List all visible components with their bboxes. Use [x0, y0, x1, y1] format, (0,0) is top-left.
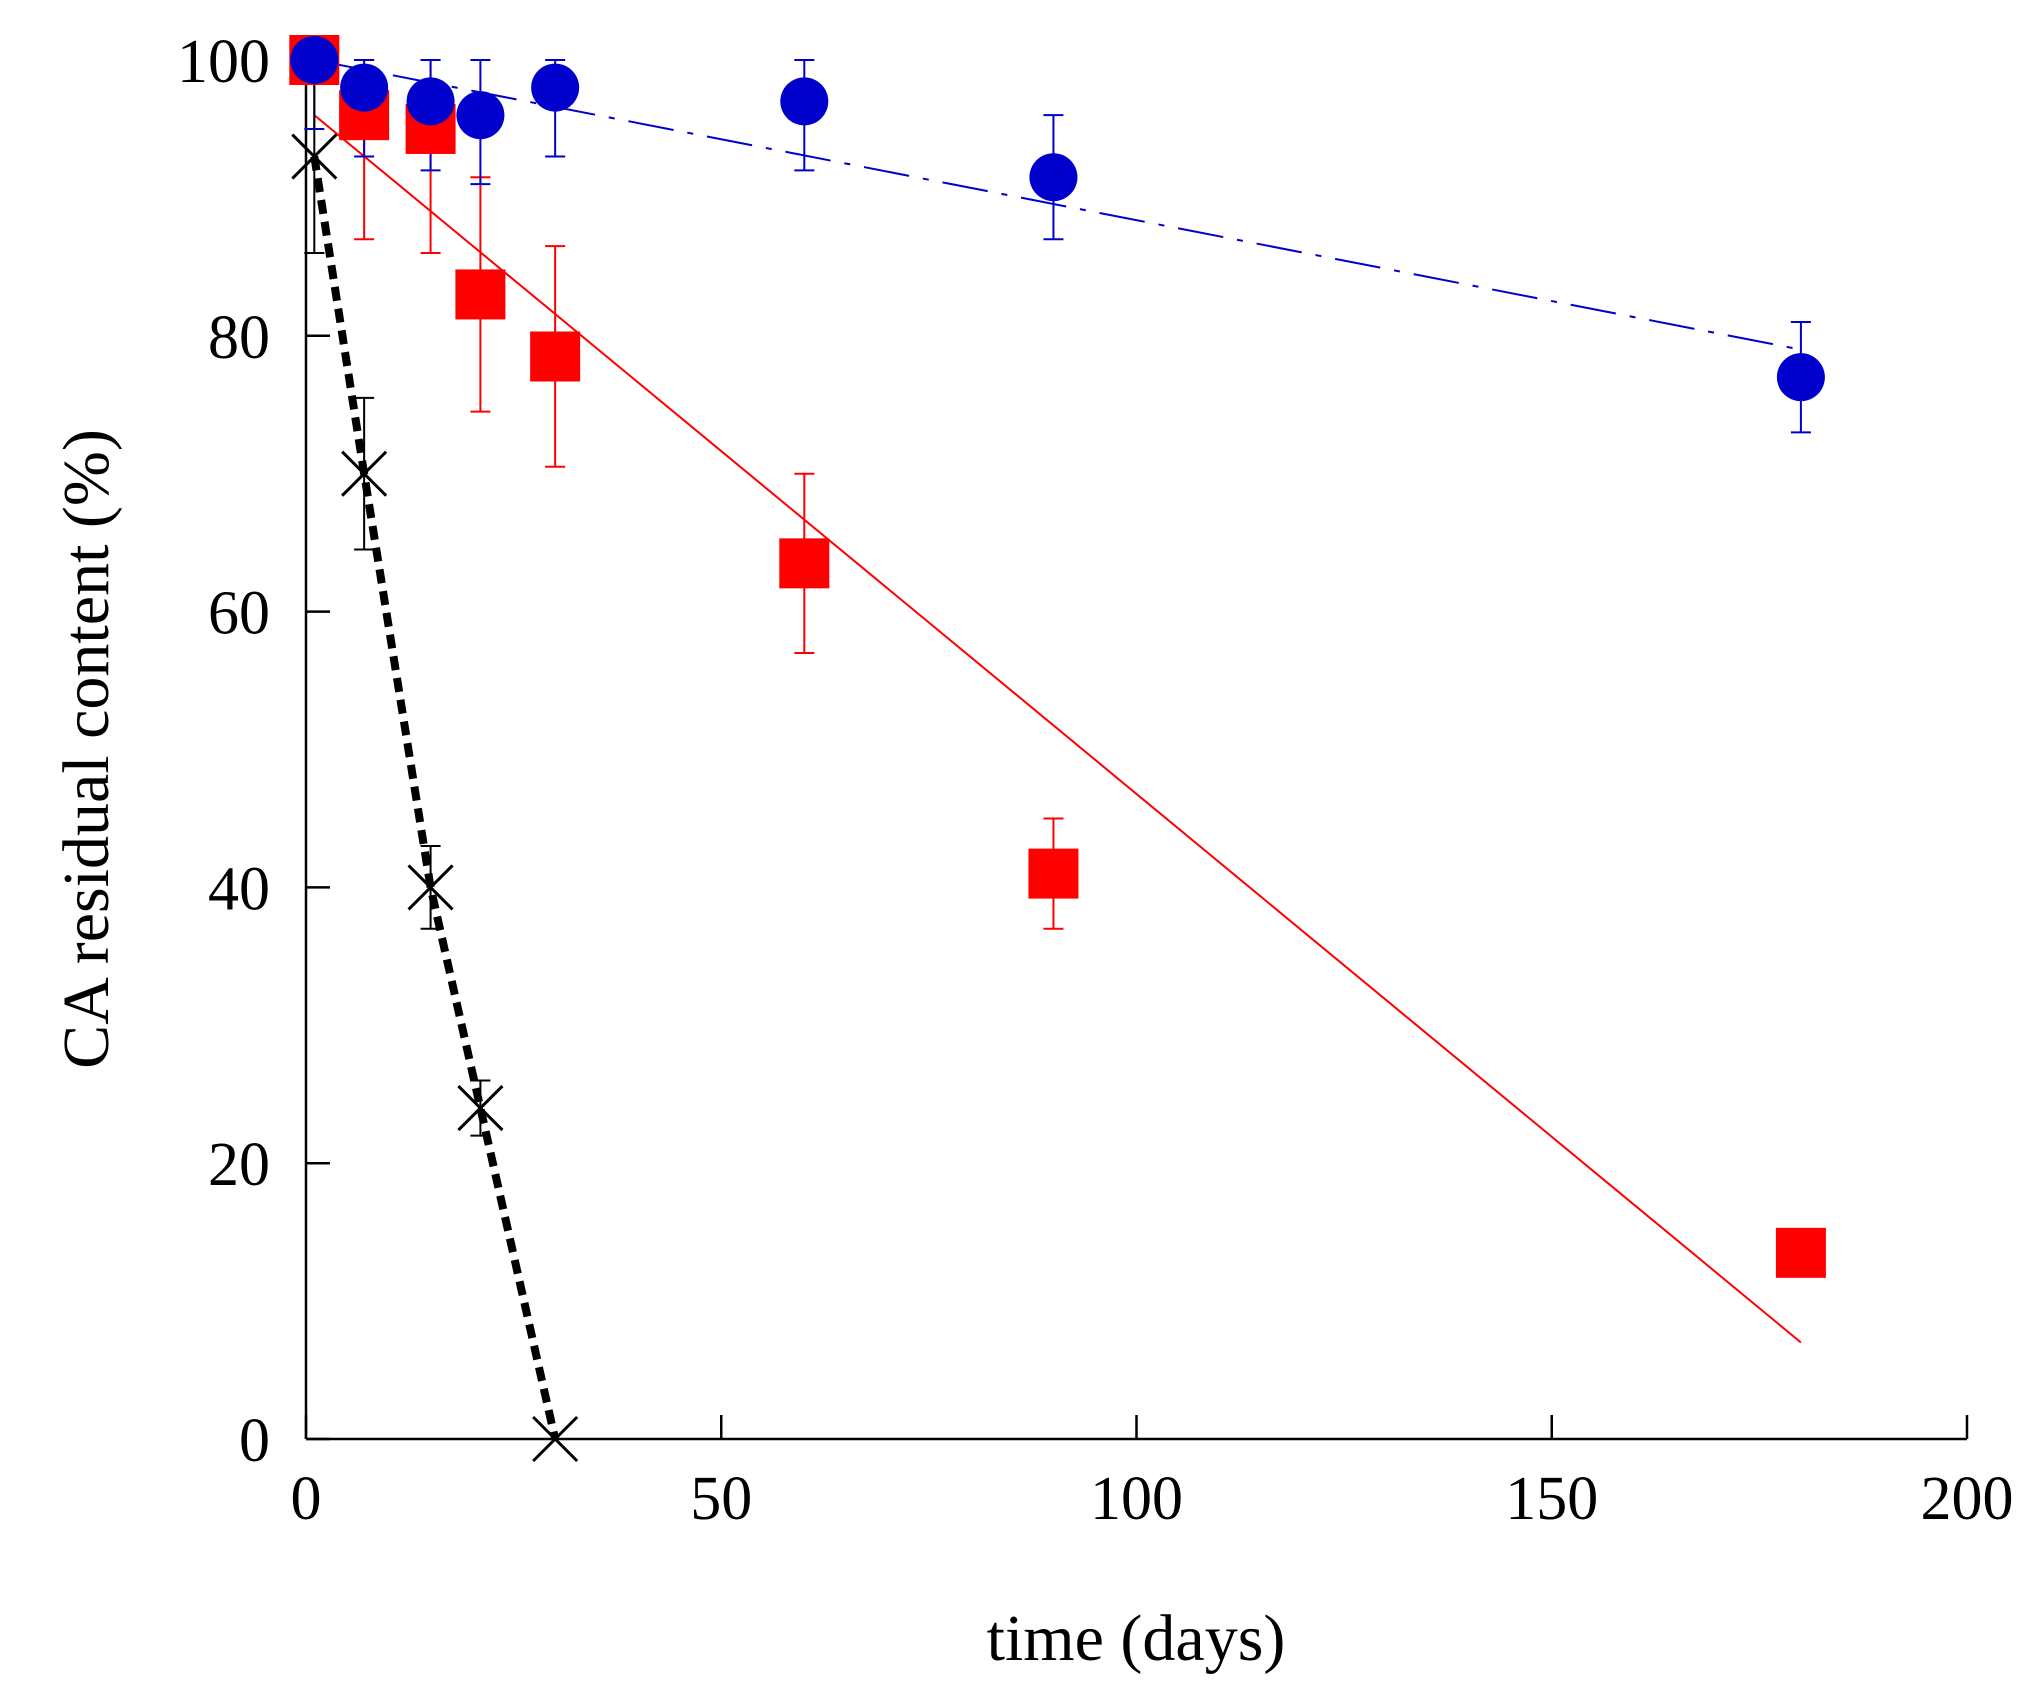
- data-point-blue-circles-2: [406, 77, 455, 126]
- fit-line-red-squares: [313, 114, 1802, 1344]
- data-point-black-crosses-3: [457, 1084, 504, 1132]
- x-axis-title: time (days): [987, 1602, 1286, 1675]
- ticks: 0 50 100 150 200 0 20 40 60 80 100: [177, 28, 2014, 1533]
- data-point-red-squares-5: [779, 538, 830, 589]
- x-tick-label-4: 200: [1921, 1465, 2014, 1533]
- data-point-red-squares-3: [455, 269, 506, 320]
- data-point-red-squares-7: [1775, 1227, 1826, 1278]
- x-tick-label-2: 100: [1090, 1465, 1183, 1533]
- data-point-blue-circles-6: [1029, 153, 1078, 202]
- x-tick-label-3: 150: [1505, 1465, 1598, 1533]
- y-tick-label-2: 40: [208, 855, 270, 923]
- data-point-black-crosses-0: [291, 133, 338, 180]
- error-bars: [304, 59, 1811, 1137]
- data-point-black-crosses-1: [341, 450, 388, 497]
- data-point-blue-circles-3: [456, 91, 505, 140]
- data-point-red-squares-6: [1028, 848, 1079, 899]
- y-tick-label-1: 20: [208, 1131, 270, 1199]
- data-point-black-crosses-2: [407, 864, 454, 911]
- data-point-red-squares-4: [530, 331, 581, 382]
- fit-lines: [310, 59, 1802, 1440]
- y-axis-title: CA residual content (%): [50, 429, 123, 1069]
- y-tick-label-4: 80: [208, 304, 270, 372]
- x-tick-label-1: 50: [690, 1465, 752, 1533]
- data-point-blue-circles-5: [780, 77, 829, 126]
- data-point-blue-circles-4: [531, 63, 580, 112]
- y-tick-label-0: 0: [239, 1407, 270, 1475]
- x-tick-label-0: 0: [291, 1465, 322, 1533]
- data-point-blue-circles-0: [290, 36, 339, 84]
- fit-line-black-crosses: [310, 155, 560, 1440]
- y-tick-label-3: 60: [208, 580, 270, 648]
- data-point-blue-circles-1: [340, 63, 389, 112]
- data-point-black-crosses-4: [532, 1415, 579, 1463]
- y-tick-label-5: 100: [177, 28, 270, 96]
- data-markers: [289, 35, 1826, 1463]
- data-point-blue-circles-7: [1776, 353, 1825, 402]
